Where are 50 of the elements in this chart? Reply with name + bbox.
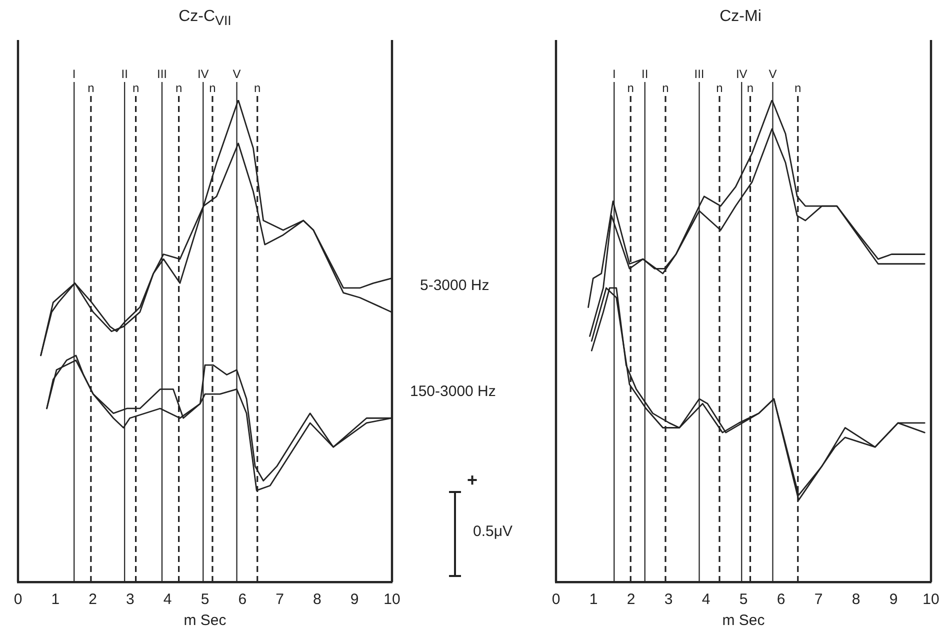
x-tick-label: 2: [626, 591, 636, 608]
ref-line-label: n: [88, 81, 94, 95]
x-tick-label: 3: [664, 591, 673, 608]
ref-line-label: n: [132, 81, 140, 95]
x-tick-label: 0: [14, 591, 22, 608]
x-tick-label: 6: [238, 591, 247, 608]
x-axis-title: m Sec: [184, 612, 227, 630]
text: +: [467, 470, 478, 491]
ref-line-label: IV: [197, 67, 209, 81]
ref-line-label: II: [642, 67, 648, 81]
ref-line-label: n: [175, 81, 182, 95]
text: 0.5μV: [473, 523, 512, 540]
x-tick-label: 1: [589, 591, 598, 608]
x-tick-label: 3: [126, 591, 134, 608]
ref-line-label: n: [627, 81, 634, 95]
x-tick-label: 1: [51, 591, 60, 608]
ref-line-label: V: [768, 67, 777, 81]
x-tick-label: 7: [276, 591, 284, 608]
x-tick-label: 6: [776, 591, 786, 608]
ref-line-label: n: [716, 81, 723, 95]
ref-line-label: I: [72, 67, 76, 81]
x-tick-label: 5: [739, 591, 748, 608]
x-tick-label: 0: [552, 591, 560, 608]
ref-line-label: n: [209, 81, 216, 95]
text: 5-3000 Hz: [420, 277, 490, 294]
ref-line-label: n: [794, 81, 802, 95]
x-tick-label: 5: [200, 591, 210, 608]
ref-line-label: I: [612, 67, 616, 81]
x-tick-label: 10: [384, 591, 400, 608]
x-tick-label: 10: [922, 591, 940, 608]
ref-line-label: IV: [736, 67, 748, 81]
x-tick-label: 2: [88, 591, 97, 608]
x-tick-label: 7: [814, 591, 823, 608]
x-tick-label: 9: [350, 591, 359, 608]
x-tick-label: 8: [313, 591, 322, 608]
ref-line-label: II: [121, 67, 128, 81]
chart-title: Cz-C$_{VII}$: [178, 8, 232, 28]
x-tick-label: 9: [889, 591, 898, 608]
text: 150-3000 Hz: [410, 383, 496, 400]
ref-line-label: V: [232, 67, 241, 81]
x-axis-title: m Sec: [722, 612, 766, 630]
x-tick-label: 4: [163, 591, 172, 608]
x-tick-label: 8: [852, 591, 860, 608]
x-tick-label: 4: [702, 591, 710, 608]
ref-line-label: n: [746, 81, 754, 95]
chart-title: Cz-Mi: [718, 8, 762, 26]
ref-line-label: n: [662, 81, 669, 95]
ref-line-label: III: [156, 67, 167, 81]
ref-line-label: III: [694, 67, 704, 81]
ref-line-label: n: [254, 81, 261, 95]
